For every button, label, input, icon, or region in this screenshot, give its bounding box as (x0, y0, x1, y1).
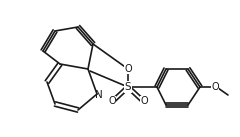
Text: O: O (140, 96, 148, 106)
Text: S: S (125, 82, 131, 92)
Text: O: O (211, 82, 219, 92)
Text: O: O (108, 96, 116, 106)
Text: N: N (95, 90, 103, 100)
Text: O: O (124, 64, 132, 74)
